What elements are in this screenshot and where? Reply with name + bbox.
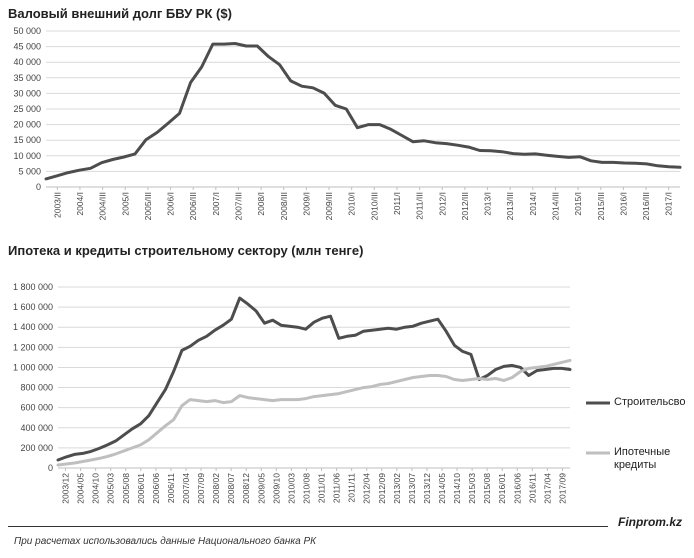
x-tick-label: 2010/I <box>347 192 357 216</box>
y-tick-label: 30 000 <box>13 88 41 98</box>
y-tick-label: 600 000 <box>20 403 53 413</box>
y-tick-label: 50 000 <box>13 26 41 36</box>
x-tick-label: 2017/I <box>664 192 674 216</box>
x-tick-label: 2006/11 <box>166 473 176 503</box>
y-tick-label: 40 000 <box>13 57 41 67</box>
footer-divider <box>8 526 608 527</box>
x-tick-label: 2003/12 <box>61 473 71 504</box>
x-tick-label: 2013/I <box>483 192 493 216</box>
x-tick-label: 2017/09 <box>557 473 567 504</box>
chart-1-title: Валовый внешний долг БВУ РК ($) <box>8 6 232 21</box>
y-tick-label: 5 000 <box>18 166 41 176</box>
x-tick-label: 2008/12 <box>241 473 251 504</box>
x-tick-label: 2008/I <box>256 192 266 216</box>
x-tick-label: 2009/III <box>324 192 334 220</box>
x-tick-label: 2009/05 <box>256 473 266 504</box>
x-tick-label: 2008/III <box>279 192 289 220</box>
y-tick-label: 20 000 <box>13 120 41 130</box>
x-tick-label: 2005/03 <box>106 473 116 504</box>
chart-2-title: Ипотека и кредиты строительному сектору … <box>8 243 364 258</box>
x-tick-label: 2009/I <box>301 192 311 216</box>
x-tick-label: 2006/I <box>166 192 176 216</box>
x-tick-label: 2006/06 <box>151 473 161 504</box>
x-tick-label: 2016/11 <box>527 473 537 503</box>
x-tick-label: 2014/05 <box>437 473 447 504</box>
x-tick-label: 2004/10 <box>91 473 101 504</box>
x-tick-label: 2011/11 <box>347 473 357 503</box>
series-line-1 <box>44 42 682 181</box>
x-tick-label: 2012/04 <box>362 473 372 504</box>
brand-logo-text: Finprom.kz <box>617 515 682 529</box>
x-tick-label: 2015/III <box>596 192 606 220</box>
x-tick-label: 2012/09 <box>377 473 387 504</box>
x-tick-label: 2004/I <box>75 192 85 216</box>
mortgage-construction-chart: 0 200 000 400 000 600 000 800 000 1 000 000 1 … <box>13 282 610 504</box>
y-tick-label: 400 000 <box>20 423 53 433</box>
source-footnote: При расчетах использовались данные Нацио… <box>14 536 317 547</box>
x-tick-label: 2011/01 <box>317 473 327 503</box>
x-tick-label: 2016/III <box>641 192 651 220</box>
y-tick-label: 0 <box>36 182 41 192</box>
x-tick-label: 2015/I <box>573 192 583 216</box>
x-tick-label: 2013/02 <box>392 473 402 504</box>
y-tick-label: 1 400 000 <box>13 322 53 332</box>
x-tick-label: 2014/I <box>528 192 538 216</box>
x-tick-label: 2003/II <box>52 192 62 218</box>
x-tick-label: 2008/02 <box>211 473 221 504</box>
y-tick-label: 800 000 <box>20 383 53 393</box>
y-tick-label: 1 600 000 <box>13 302 53 312</box>
x-tick-label: 2011/I <box>392 192 402 215</box>
legend-construction-label: Строительсво <box>614 396 686 408</box>
x-tick-label: 2015/08 <box>482 473 492 504</box>
series-line-1 <box>56 296 572 462</box>
x-tick-label: 2014/10 <box>452 473 462 504</box>
x-tick-label: 2007/III <box>233 192 243 220</box>
x-tick-label: 2005/08 <box>121 473 131 504</box>
y-tick-label: 10 000 <box>13 151 41 161</box>
x-tick-label: 2010/03 <box>286 473 296 504</box>
x-tick-label: 2006/III <box>188 192 198 220</box>
x-tick-label: 2016/06 <box>512 473 522 504</box>
y-tick-label: 200 000 <box>20 443 53 453</box>
x-tick-label: 2013/12 <box>422 473 432 504</box>
series-line-2 <box>56 358 572 467</box>
x-tick-label: 2007/09 <box>196 473 206 504</box>
x-tick-label: 2011/06 <box>332 473 342 503</box>
x-tick-label: 2014/III <box>550 192 560 220</box>
x-tick-label: 2005/I <box>120 192 130 216</box>
x-tick-label: 2007/I <box>211 192 221 216</box>
y-tick-label: 1 000 000 <box>13 362 53 372</box>
debt-chart: 0 5 000 10 000 15 000 20 000 25 000 30 000 35 0… <box>13 26 682 220</box>
x-tick-label: 2016/I <box>618 192 628 216</box>
x-tick-label: 2007/04 <box>181 473 191 504</box>
x-tick-label: 2008/07 <box>226 473 236 504</box>
x-tick-label: 2005/III <box>143 192 153 220</box>
x-tick-label: 2012/I <box>437 192 447 216</box>
x-tick-label: 2012/III <box>460 192 470 220</box>
x-tick-label: 2004/III <box>98 192 108 220</box>
y-tick-label: 35 000 <box>13 73 41 83</box>
y-tick-label: 0 <box>48 463 53 473</box>
y-tick-label: 25 000 <box>13 104 41 114</box>
x-tick-label: 2006/01 <box>136 473 146 504</box>
y-tick-label: 1 200 000 <box>13 342 53 352</box>
x-tick-label: 2011/III <box>415 192 425 220</box>
x-tick-label: 2009/10 <box>271 473 281 504</box>
x-tick-label: 2010/08 <box>301 473 311 504</box>
legend-mortgage-label: Ипотечные кредиты <box>614 446 671 471</box>
x-tick-label: 2004/05 <box>76 473 86 504</box>
y-tick-label: 1 800 000 <box>13 282 53 292</box>
x-tick-label: 2016/01 <box>497 473 507 504</box>
x-tick-label: 2017/04 <box>542 473 552 504</box>
x-tick-label: 2010/III <box>369 192 379 220</box>
x-tick-label: 2013/07 <box>407 473 417 504</box>
y-tick-label: 15 000 <box>13 135 41 145</box>
y-tick-label: 45 000 <box>13 42 41 52</box>
x-tick-label: 2015/03 <box>467 473 477 504</box>
x-tick-label: 2013/III <box>505 192 515 220</box>
